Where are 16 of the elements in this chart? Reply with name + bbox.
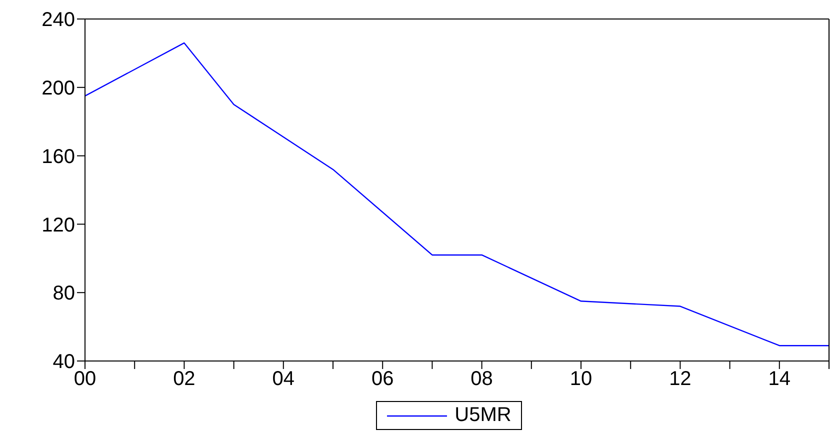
x-tick-label: 06 <box>371 368 394 390</box>
line-series <box>85 42 829 346</box>
x-tick-label: 04 <box>272 368 295 390</box>
x-tick-label: 00 <box>74 368 96 390</box>
x-tick-label: 08 <box>470 368 493 390</box>
x-tick-label: 02 <box>173 368 196 390</box>
y-tick-label: 200 <box>42 78 75 100</box>
x-tick-label: 14 <box>768 368 791 390</box>
y-tick-label: 80 <box>52 282 75 305</box>
y-tick-label: 240 <box>42 9 75 32</box>
y-tick-label: 160 <box>42 146 75 168</box>
x-tick-label: 10 <box>570 368 592 390</box>
legend-label: U5MR <box>454 404 512 427</box>
y-tick-label: 120 <box>42 214 75 236</box>
y-tick-label: 40 <box>52 351 75 374</box>
x-tick-label: 12 <box>669 368 692 390</box>
